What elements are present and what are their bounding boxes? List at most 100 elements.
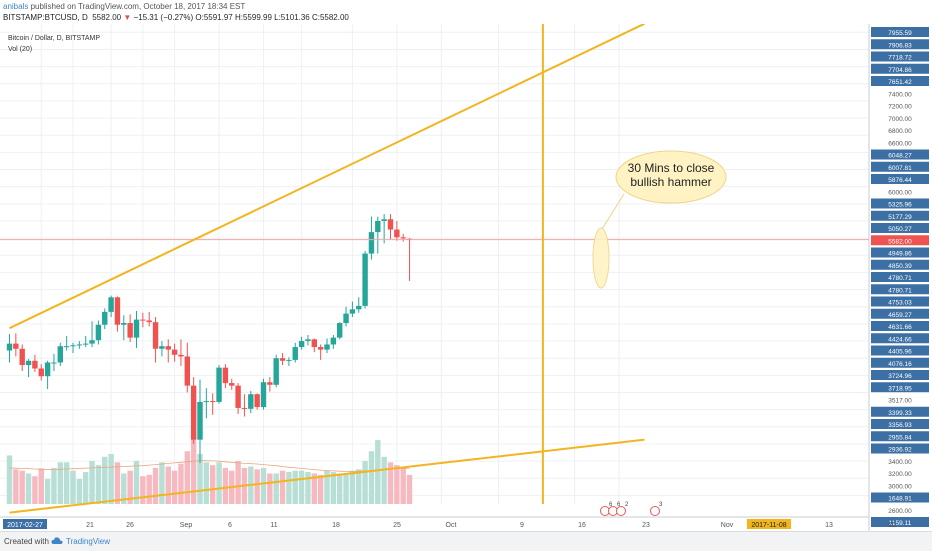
tradingview-link[interactable]: TradingView [66, 537, 111, 546]
trend-line-0[interactable] [9, 24, 645, 330]
volume-bar-27 [178, 463, 184, 504]
volume-bar-61 [394, 465, 400, 504]
price-tag-15: 5177.29 [888, 214, 912, 221]
price-axis[interactable]: 7955.59 7906.83 7718.72 7704.86 7651.42 7400.… [868, 24, 932, 531]
candle-body-36 [235, 385, 241, 408]
candle-body-48 [311, 339, 317, 348]
candle-body-55 [356, 305, 362, 310]
date-tag-bg-13 [747, 519, 791, 529]
price-tag-bg-28 [871, 370, 929, 380]
volume-bar-53 [343, 474, 349, 504]
price-tag-19: 4850.39 [888, 263, 912, 270]
price-tag-bg-34 [871, 443, 929, 454]
price-tag-39: 2600.00 [888, 508, 912, 515]
event-badge-count-3: 3 [659, 502, 663, 508]
chart-background [0, 24, 932, 531]
candle-body-61 [394, 229, 400, 238]
price-tag-bg-3 [871, 63, 929, 74]
price-tag-bg-26 [871, 345, 929, 356]
volume-bar-7 [51, 467, 57, 504]
candle-body-51 [330, 337, 337, 345]
candle-body-2 [19, 348, 25, 366]
price-tag-bg-17 [871, 235, 929, 246]
price-tag-bg-35 [871, 455, 929, 466]
candle-body-9 [63, 346, 70, 348]
publish-line: anibals published on TradingView.com, Oc… [3, 1, 245, 12]
candle-body-31 [203, 401, 210, 403]
volume-bar-11 [76, 479, 83, 504]
callout-line-2: bullish hammer [630, 175, 711, 189]
close-value: 5582.00 [319, 13, 349, 22]
x-tick-4: 6 [228, 522, 232, 529]
volume-bar-22 [146, 474, 152, 504]
candle-body-21 [140, 319, 146, 321]
x-tick-5: 11 [270, 522, 277, 529]
candle-body-4 [32, 360, 38, 369]
candle-body-37 [241, 407, 248, 409]
volume-bar-41 [267, 473, 273, 504]
trend-line-1[interactable] [9, 438, 645, 514]
volume-bar-36 [235, 460, 241, 504]
x-tick-15: 20 [888, 522, 896, 529]
low-value: 5101.36 [280, 13, 310, 22]
legend-symbol: Bitcoin / Dollar, D, BITSTAMP [8, 35, 100, 42]
candle-body-14 [95, 324, 102, 341]
open-value: 5591.97 [203, 13, 233, 22]
drawing-lines[interactable] [0, 24, 869, 514]
ohlc-line: BITSTAMP:BTCUSD, D 5582.00 ▼ −15.31 (−0.… [3, 12, 349, 23]
callout-bubble [615, 150, 727, 204]
candle-body-42 [273, 358, 279, 385]
volume-bar-32 [210, 465, 216, 504]
volume-bar-48 [311, 473, 317, 504]
candle-body-58 [375, 220, 381, 233]
volume-bar-2 [19, 470, 25, 504]
volume-bar-33 [216, 462, 222, 504]
x-tick-8: Oct [446, 522, 457, 529]
price-chart[interactable]: 30 Mins to close bullish hammer Bitcoin … [0, 24, 932, 531]
legend-volume: Vol (20) [8, 46, 32, 53]
volume-bar-63 [406, 474, 413, 504]
event-badge-2[interactable] [616, 506, 626, 516]
candle-body-38 [248, 394, 254, 409]
volume-bar-40 [260, 467, 267, 504]
volume-bar-1 [13, 469, 19, 504]
candle-body-50 [324, 344, 330, 350]
volume-bar-25 [165, 466, 171, 504]
event-badge-3[interactable] [650, 506, 660, 516]
price-tag-10: 6048.27 [888, 153, 912, 160]
price-tag-4: 7651.42 [888, 79, 912, 86]
volume-bars [6, 431, 413, 504]
highlight-ellipse [592, 227, 610, 289]
candle-body-0 [6, 343, 13, 351]
volume-bar-47 [305, 472, 311, 504]
price-tag-bg-19 [871, 259, 929, 270]
volume-bar-30 [197, 454, 203, 504]
event-badge-count-0: 6 [609, 502, 613, 508]
price-tag-bg-25 [871, 333, 929, 344]
candle-body-8 [57, 346, 63, 363]
annotation-callout[interactable]: 30 Mins to close bullish hammer [592, 150, 727, 289]
candle-body-29 [190, 385, 197, 440]
price-tag-36: 3200.00 [888, 471, 912, 478]
candle-body-25 [165, 346, 171, 350]
price-tag-bg-23 [871, 308, 929, 319]
author-link[interactable]: anibals [3, 2, 29, 11]
volume-bar-0 [6, 455, 13, 504]
volume-bar-49 [317, 474, 324, 504]
candle-body-47 [305, 339, 311, 342]
candle-body-28 [184, 356, 190, 386]
volume-ma [9, 460, 410, 472]
time-axis[interactable]: 2017-02-27 21 26 Sep 6 11 18 25 Oct 9 16 23 Nov 2017-… [0, 516, 896, 529]
price-tag-bg-10 [871, 149, 929, 160]
volume-bar-12 [83, 472, 89, 504]
candle-body-56 [362, 253, 368, 306]
price-tag-bg-27 [871, 357, 929, 368]
price-tag-5: 7400.00 [888, 91, 912, 98]
price-tag-bg-32 [871, 419, 929, 429]
price-tag-bg-2 [871, 51, 929, 62]
volume-bar-16 [108, 454, 114, 504]
candle-body-57 [368, 232, 375, 254]
grid-lines [0, 24, 869, 504]
high-value: 5599.99 [242, 13, 272, 22]
